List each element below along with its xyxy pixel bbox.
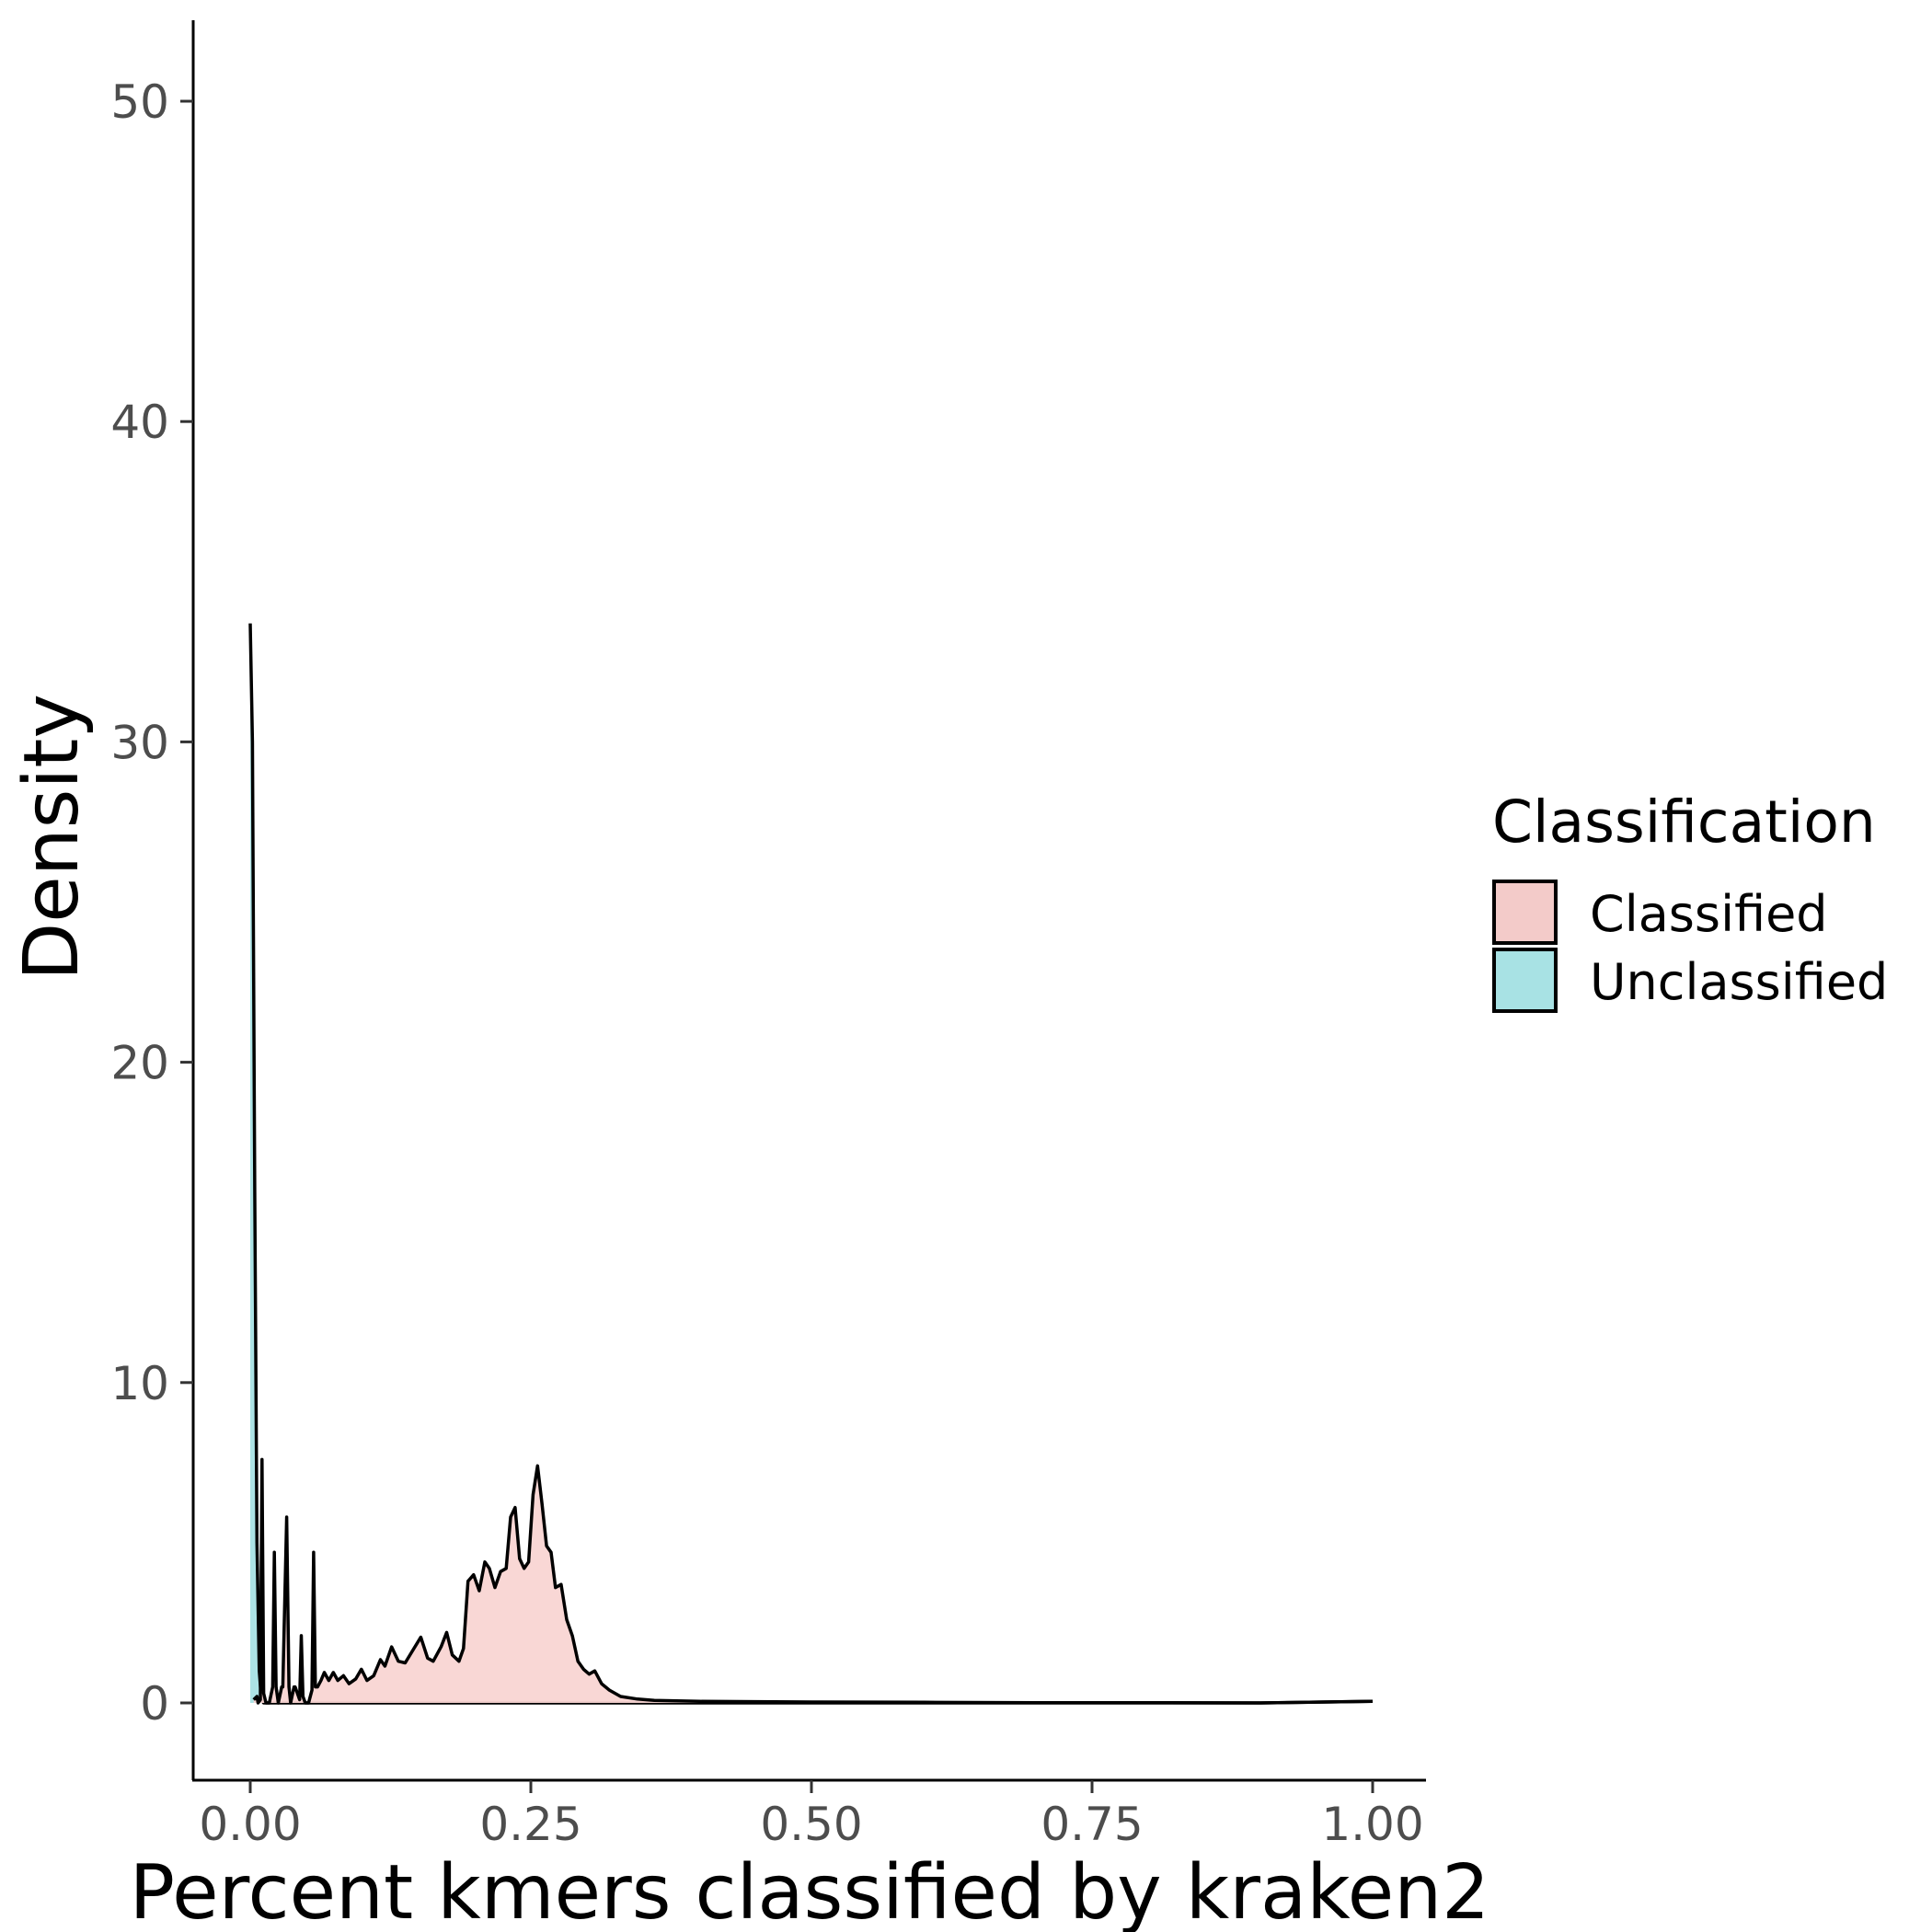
y-tick-label: 20 [110, 1037, 169, 1090]
density-line-unclassified [248, 623, 1374, 1705]
legend-key-unclassified [1492, 948, 1558, 1013]
density-area-classified [253, 1459, 1374, 1703]
x-tick-label: 0.00 [199, 1798, 301, 1851]
x-tick-label: 0.50 [760, 1798, 862, 1851]
y-tick-label: 0 [140, 1677, 169, 1731]
x-tick-label: 0.75 [1041, 1798, 1143, 1851]
legend-label-classified: Classified [1590, 885, 1828, 943]
legend-label-unclassified: Unclassified [1590, 953, 1888, 1011]
x-axis-title: Percent kmers classified by kraken2 [130, 1849, 1490, 1932]
legend-title: Classification [1492, 788, 1876, 856]
legend: Classification Classified Unclassified [1492, 788, 1888, 1013]
y-axis-ticks: 0 10 20 30 40 50 [110, 75, 193, 1731]
x-tick-label: 0.25 [479, 1798, 581, 1851]
density-series [248, 623, 1374, 1705]
y-axis-title: Density [8, 694, 96, 981]
y-tick-label: 50 [110, 75, 169, 129]
x-tick-label: 1.00 [1321, 1798, 1423, 1851]
y-tick-label: 10 [110, 1357, 169, 1410]
x-axis-ticks: 0.00 0.25 0.50 0.75 1.00 [199, 1780, 1424, 1851]
density-line-classified [252, 1457, 1374, 1705]
y-tick-label: 40 [110, 396, 169, 449]
plot-area [248, 623, 1374, 1705]
legend-key-classified [1492, 880, 1558, 945]
y-tick-label: 30 [110, 716, 169, 769]
density-area-unclassified [250, 623, 1373, 1703]
